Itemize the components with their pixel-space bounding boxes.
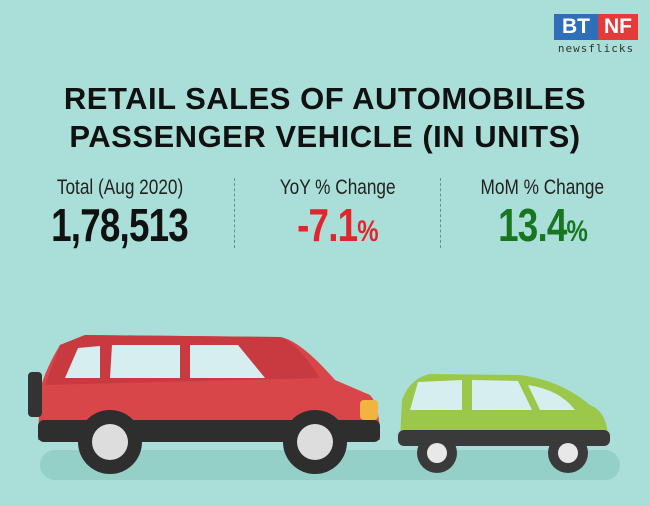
divider bbox=[440, 178, 441, 248]
logo-tagline: newsflicks bbox=[557, 42, 635, 55]
stat-value: 1,78,513 bbox=[51, 199, 190, 251]
page-title: RETAIL SALES OF AUTOMOBILES PASSENGER VE… bbox=[0, 80, 650, 156]
suv-illustration bbox=[28, 335, 380, 474]
hatchback-illustration bbox=[398, 374, 610, 473]
divider bbox=[234, 178, 235, 248]
logo-bt: BT bbox=[554, 14, 598, 40]
title-line-1: RETAIL SALES OF AUTOMOBILES bbox=[63, 81, 587, 116]
stat-mom: MoM % Change 13.4% bbox=[455, 176, 630, 257]
logo-nf: NF bbox=[598, 14, 638, 40]
stat-label: MoM % Change bbox=[480, 176, 605, 199]
brand-logo: BT NF newsflicks bbox=[554, 14, 638, 55]
stat-value: 13.4% bbox=[498, 199, 588, 251]
stat-yoy: YoY % Change -7.1% bbox=[250, 176, 425, 257]
stat-value: -7.1% bbox=[297, 199, 379, 251]
title-line-2: PASSENGER VEHICLE (IN UNITS) bbox=[69, 119, 581, 154]
stat-total: Total (Aug 2020) 1,78,513 bbox=[30, 176, 210, 250]
stat-label: YoY % Change bbox=[279, 176, 396, 199]
stat-label: Total (Aug 2020) bbox=[56, 176, 184, 199]
